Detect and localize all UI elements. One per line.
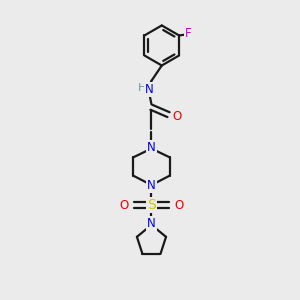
- Text: N: N: [147, 141, 156, 154]
- Text: H: H: [138, 83, 146, 94]
- Text: O: O: [120, 199, 129, 212]
- Text: N: N: [147, 179, 156, 192]
- Text: N: N: [145, 83, 154, 96]
- Text: O: O: [172, 110, 181, 123]
- Text: S: S: [147, 198, 156, 212]
- Text: F: F: [185, 28, 192, 40]
- Text: O: O: [174, 199, 183, 212]
- Text: N: N: [147, 217, 156, 230]
